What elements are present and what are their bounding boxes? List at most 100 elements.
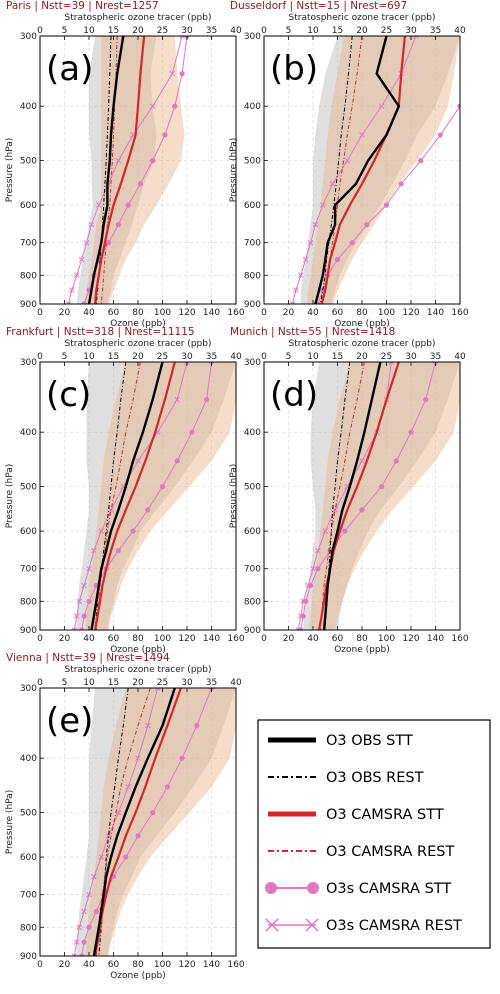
- o3s-rest-point-10: [297, 272, 304, 279]
- o3s-stt-point-6: [383, 202, 390, 208]
- top-tick-label-6: 30: [405, 352, 417, 362]
- y-tick-label-4: 700: [244, 239, 261, 249]
- y-tick-label-6: 900: [20, 952, 37, 962]
- o3s-stt-point-2: [189, 429, 195, 435]
- top-tick-label-6: 30: [181, 678, 193, 688]
- o3s-rest-point-3: [125, 784, 131, 790]
- y-tick-label-1: 400: [244, 428, 261, 438]
- o3s-rest-point-10: [300, 598, 306, 605]
- legend-marker: [265, 882, 277, 894]
- bottom-tick-label-5: 100: [154, 960, 171, 970]
- o3-obs-stt-line: [90, 362, 164, 630]
- bottom-tick-label-8: 160: [227, 960, 244, 970]
- top-tick-label-8: 40: [230, 678, 242, 688]
- obs-envelope: [303, 362, 460, 630]
- top-tick-label-2: 10: [83, 26, 95, 36]
- bottom-tick-label-4: 80: [132, 960, 144, 970]
- y-tick-label-0: 300: [244, 358, 261, 368]
- y-tick-label-4: 700: [20, 891, 37, 901]
- o3s-rest-point-6: [96, 202, 102, 208]
- top-tick-label-1: 5: [286, 26, 292, 36]
- legend-entry-0: O3 OBS STT: [268, 733, 413, 749]
- o3s-stt-point-7: [364, 222, 370, 228]
- panel-e: 0 20 40 60 80 100 120 140 160 0 5 10 15 20 25 30 35 40 300…: [5, 652, 245, 981]
- y-tick-label-0: 300: [244, 32, 261, 42]
- o3s-stt-point-11: [81, 613, 87, 619]
- o3s-rest-point-1: [169, 70, 176, 77]
- o3s-rest-point-1: [174, 396, 180, 403]
- o3s-rest-point-11: [293, 287, 299, 293]
- top-tick-label-4: 20: [356, 352, 368, 362]
- bottom-axis-label: Ozone (ppb): [334, 319, 390, 329]
- o3s-rest-point-11: [73, 939, 80, 945]
- o3s-stt-point-0: [477, 33, 482, 38]
- panel-letter: (a): [46, 49, 93, 89]
- o3s-stt-point-6: [342, 528, 348, 534]
- o3s-rest-point-10: [73, 272, 80, 279]
- obs-envelope: [76, 36, 157, 304]
- o3s-rest-point-1: [145, 722, 151, 729]
- bottom-tick-label-6: 120: [402, 308, 419, 318]
- obs-envelope: [76, 688, 236, 956]
- o3s-rest-point-12: [71, 953, 78, 956]
- y-tick-label-2: 500: [20, 483, 37, 493]
- top-tick-label-3: 15: [108, 352, 119, 362]
- y-axis-label: Pressure (hPa): [229, 464, 239, 529]
- y-tick-label-0: 300: [20, 684, 37, 694]
- bottom-axis-label: Ozone (ppb): [334, 645, 390, 655]
- top-tick-label-8: 40: [454, 26, 466, 36]
- y-tick-label-5: 800: [244, 597, 261, 607]
- y-tick-label-3: 600: [20, 853, 37, 863]
- bottom-tick-label-2: 40: [83, 960, 95, 970]
- top-tick-label-3: 15: [332, 26, 343, 36]
- o3s-rest-point-5: [329, 181, 336, 187]
- panel-a: 0 20 40 60 80 100 120 140 160 0 5 10 15 20 25 30 35 40 300…: [5, 0, 245, 329]
- o3s-rest-point-11: [69, 287, 75, 293]
- bottom-tick-label-6: 120: [178, 634, 195, 644]
- bottom-tick-label-7: 140: [203, 308, 220, 318]
- legend-entry-1: O3 OBS REST: [268, 770, 424, 786]
- legend-entry-3: O3 CAMSRA REST: [268, 844, 454, 860]
- bottom-tick-label-6: 120: [402, 634, 419, 644]
- y-tick-label-5: 800: [20, 923, 37, 933]
- o3s-rest-point-8: [83, 239, 90, 246]
- o3s-rest-point-10: [76, 598, 82, 605]
- top-tick-label-1: 5: [62, 678, 68, 688]
- top-tick-label-0: 0: [37, 678, 43, 688]
- o3s-stt-point-6: [130, 528, 136, 534]
- obs-envelope: [300, 36, 460, 304]
- bottom-tick-label-0: 0: [261, 308, 267, 318]
- legend-label: O3 CAMSRA STT: [326, 807, 444, 823]
- o3-obs-rest-line: [98, 688, 129, 956]
- o3s-stt-point-7: [115, 548, 121, 554]
- o3-obs-stt-line: [87, 36, 125, 304]
- o3s-stt-point-2: [172, 103, 178, 109]
- legend-entry-5: O3s CAMSRA REST: [265, 918, 462, 934]
- o3s-rest-point-12: [295, 627, 302, 630]
- o3-obs-stt-line: [322, 362, 382, 630]
- bottom-tick-label-4: 80: [356, 308, 368, 318]
- top-tick-label-7: 35: [430, 352, 441, 362]
- o3s-rest-point-8: [86, 891, 92, 898]
- bottom-tick-label-5: 100: [378, 634, 395, 644]
- bottom-tick-label-4: 80: [132, 308, 144, 318]
- y-tick-label-1: 400: [20, 102, 37, 112]
- top-tick-label-6: 30: [405, 26, 417, 36]
- panel-title: Munich | Nstt=55 | Nrest=1418: [230, 326, 395, 338]
- o3s-rest-point-0: [184, 362, 190, 365]
- top-tick-label-0: 0: [261, 26, 267, 36]
- o3s-rest-point-12: [65, 301, 72, 304]
- bottom-tick-label-3: 60: [332, 308, 344, 318]
- o3s-stt-point-8: [349, 240, 355, 246]
- top-tick-label-7: 35: [206, 678, 217, 688]
- o3s-rest-point-11: [297, 613, 304, 619]
- bottom-tick-label-2: 40: [83, 634, 95, 644]
- top-tick-label-1: 5: [62, 26, 68, 36]
- y-tick-label-0: 300: [20, 358, 37, 368]
- panel-title: Paris | Nstt=39 | Nrest=1257: [6, 0, 159, 12]
- o3s-stt-point-8: [106, 240, 112, 246]
- top-tick-label-7: 35: [206, 352, 217, 362]
- y-tick-label-1: 400: [20, 428, 37, 438]
- bottom-tick-label-4: 80: [132, 634, 144, 644]
